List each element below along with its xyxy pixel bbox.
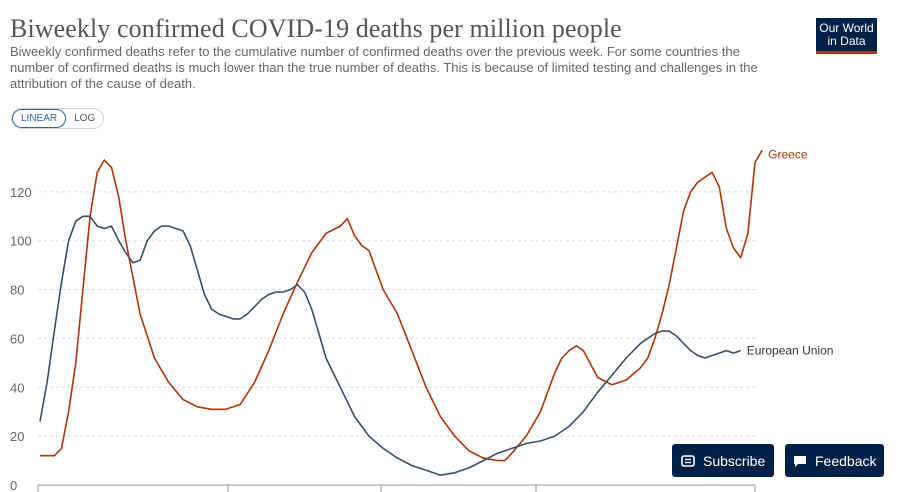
scale-toggle: LINEAR LOG [11,108,105,129]
y-tick-label: 100 [10,234,32,249]
log-scale-button[interactable]: LOG [74,113,96,124]
logo-line-2: in Data [827,34,866,48]
series-line-european-union[interactable] [39,215,741,477]
linear-scale-button[interactable]: LINEAR [12,109,67,128]
series-lines [39,149,763,477]
logo-line-1: Our World [819,21,874,35]
subscribe-label: Subscribe [703,452,766,469]
series-labels: Greece European Union [747,147,834,357]
y-tick-label: 80 [10,283,24,298]
y-tick-label: 0 [10,478,17,492]
chart-title: Biweekly confirmed COVID-19 deaths per m… [10,14,622,43]
y-tick-label: 120 [10,185,32,200]
owid-logo[interactable]: Our World in Data [816,18,877,54]
x-axis [37,484,756,492]
gridlines [38,191,755,437]
feedback-button[interactable]: Feedback [785,444,884,477]
feedback-label: Feedback [815,452,877,469]
y-axis-ticks: 0 20 40 60 80 100 120 [10,185,32,492]
chart-subtitle: Biweekly confirmed deaths refer to the c… [10,44,758,91]
subscribe-button[interactable]: Subscribe [672,444,774,477]
series-label-european-union: European Union [747,344,834,358]
series-line-greece[interactable] [40,149,763,462]
y-tick-label: 60 [10,331,24,346]
y-tick-label: 20 [10,429,24,444]
speech-bubble-icon [794,455,806,467]
y-tick-label: 40 [10,380,24,395]
series-label-greece: Greece [768,147,808,161]
newsletter-icon [681,454,695,467]
